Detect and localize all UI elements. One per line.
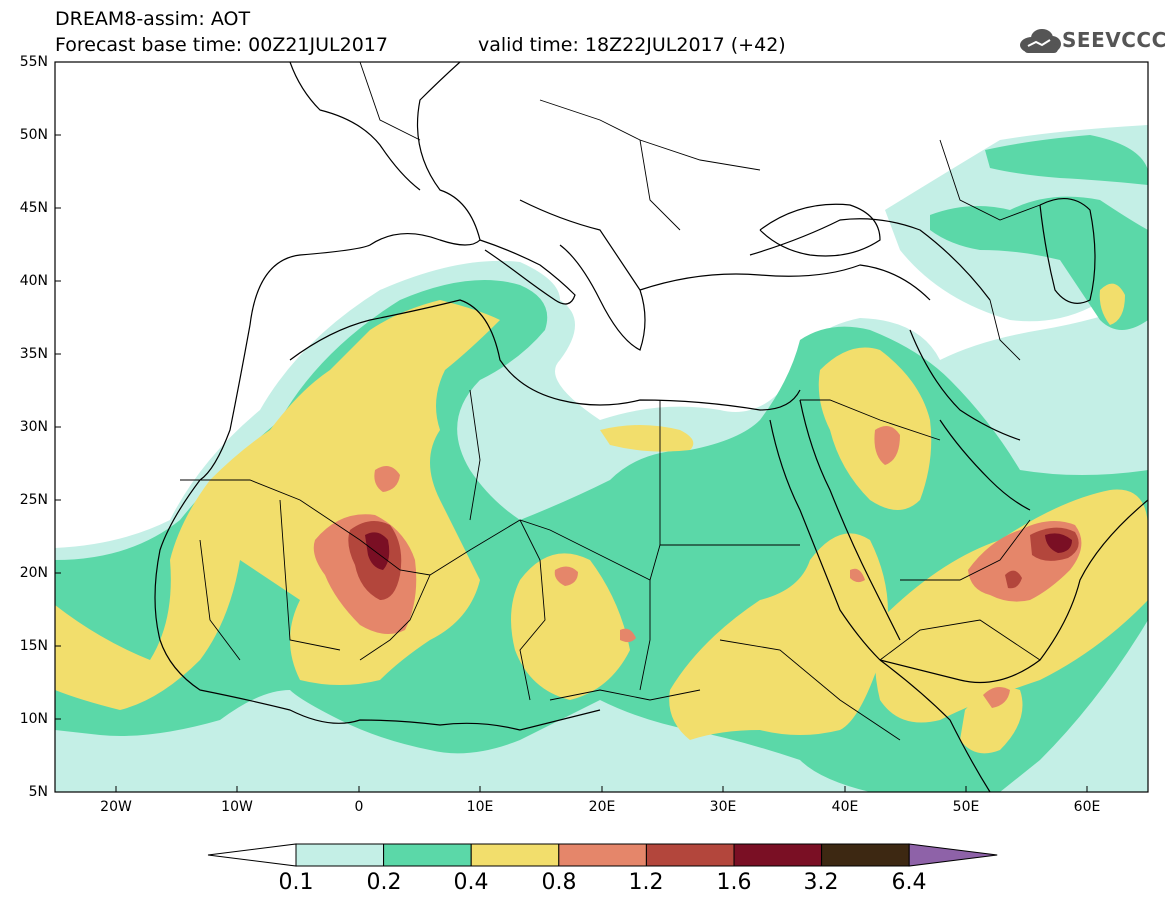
colorbar-label: 6.4 bbox=[891, 870, 927, 895]
lon-label: 10E bbox=[466, 799, 494, 815]
colorbar-label: 0.8 bbox=[541, 870, 577, 895]
valid-time: valid time: 18Z22JUL2017 (+42) bbox=[478, 34, 786, 56]
lat-label: 50N bbox=[19, 127, 48, 143]
aot-fields bbox=[55, 125, 1148, 792]
axis-ticks bbox=[55, 61, 1088, 793]
country-borders bbox=[180, 62, 1041, 741]
lat-label: 55N bbox=[19, 54, 48, 70]
lon-label: 50E bbox=[952, 799, 980, 815]
lat-label: 20N bbox=[19, 565, 48, 581]
lon-label: 30E bbox=[709, 799, 737, 815]
lat-label: 45N bbox=[19, 200, 48, 216]
lon-label: 0 bbox=[354, 799, 364, 815]
forecast-base-time: Forecast base time: 00Z21JUL2017 bbox=[55, 34, 388, 56]
coastlines bbox=[154, 62, 1148, 792]
colorbar-label: 3.2 bbox=[803, 870, 839, 895]
logo-text: SEEVCCC bbox=[1062, 28, 1165, 52]
lat-label: 10N bbox=[19, 711, 48, 727]
colorbar-label: 1.6 bbox=[716, 870, 752, 895]
map-title: DREAM8-assim: AOT bbox=[55, 8, 251, 30]
lat-label: 5N bbox=[28, 784, 48, 800]
lon-label: 10W bbox=[221, 799, 253, 815]
lat-label: 30N bbox=[19, 419, 48, 435]
lon-label: 20E bbox=[588, 799, 616, 815]
lat-label: 25N bbox=[19, 492, 48, 508]
lon-label: 20W bbox=[100, 799, 132, 815]
colorbar-label: 0.2 bbox=[366, 870, 402, 895]
lon-label: 60E bbox=[1073, 799, 1101, 815]
colorbar-label: 1.2 bbox=[628, 870, 664, 895]
colorbar-label: 0.4 bbox=[453, 870, 489, 895]
cloud-logo-icon bbox=[1020, 29, 1061, 53]
colorbar-label: 0.1 bbox=[278, 870, 314, 895]
lat-label: 40N bbox=[19, 273, 48, 289]
lat-label: 35N bbox=[19, 346, 48, 362]
lon-label: 40E bbox=[831, 799, 859, 815]
aot-band-1.6 bbox=[365, 532, 1072, 570]
lat-label: 15N bbox=[19, 638, 48, 654]
